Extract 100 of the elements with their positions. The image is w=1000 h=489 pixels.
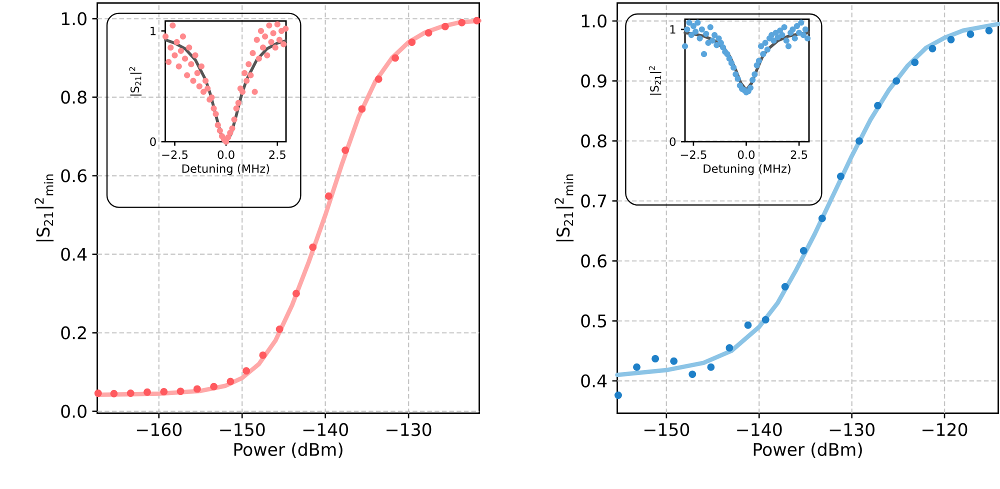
- point: [246, 61, 252, 68]
- point: [762, 316, 770, 324]
- point: [235, 100, 242, 106]
- point: [229, 125, 236, 132]
- point: [682, 43, 688, 50]
- point: [947, 36, 955, 44]
- point: [374, 75, 382, 83]
- x-axis-title: Detuning (MHz): [182, 164, 270, 176]
- point: [874, 102, 882, 110]
- point: [276, 326, 284, 333]
- point: [718, 40, 724, 46]
- point: [194, 70, 200, 76]
- point: [728, 60, 735, 66]
- point: [309, 243, 317, 251]
- point: [196, 83, 202, 90]
- point: [242, 367, 250, 375]
- point: [241, 70, 248, 76]
- point: [692, 28, 699, 35]
- point: [239, 88, 246, 95]
- point: [758, 43, 764, 50]
- point: [700, 51, 708, 58]
- point: [274, 21, 280, 28]
- point: [254, 36, 260, 43]
- point: [198, 63, 205, 70]
- x-tick-label: −2.5: [680, 150, 706, 159]
- point: [724, 51, 730, 58]
- point: [264, 52, 270, 58]
- point: [192, 52, 198, 58]
- point: [441, 22, 449, 30]
- point: [358, 105, 366, 113]
- point: [259, 351, 267, 359]
- point: [110, 390, 118, 398]
- point: [696, 35, 703, 42]
- point: [233, 105, 240, 112]
- line-series: [95, 18, 482, 398]
- x-tick-label: 0.0: [218, 150, 234, 159]
- point: [176, 63, 182, 70]
- point: [690, 22, 697, 30]
- point: [268, 38, 274, 46]
- point: [180, 33, 186, 40]
- y-tick-label: 1.0: [62, 12, 86, 26]
- line-series: [615, 22, 1000, 378]
- y-tick-label: 0.8: [581, 134, 606, 148]
- point: [256, 56, 262, 62]
- point: [614, 392, 622, 400]
- point: [694, 20, 701, 26]
- x-tick-label: −2.5: [162, 150, 188, 159]
- x-tick-label: −160: [136, 423, 182, 436]
- point: [800, 32, 806, 38]
- point: [744, 321, 752, 329]
- point: [210, 382, 218, 390]
- point: [779, 32, 786, 38]
- y-tick-label: 1.0: [582, 14, 606, 28]
- point: [760, 51, 766, 58]
- point: [716, 35, 722, 42]
- point: [250, 50, 256, 56]
- x-tick-label: −150: [220, 423, 265, 436]
- y-tick-label: 0: [150, 137, 156, 146]
- x-tick-label: −130: [830, 423, 874, 436]
- y-axis-title: |S$_{21}$|$^{2}$: [129, 67, 142, 96]
- point: [781, 24, 788, 30]
- y-tick-label: 0.2: [61, 326, 86, 340]
- point: [734, 76, 741, 82]
- point: [270, 30, 276, 36]
- point: [200, 88, 207, 95]
- point: [126, 390, 134, 397]
- point: [408, 38, 416, 46]
- point: [684, 26, 690, 32]
- point: [190, 78, 196, 84]
- point: [280, 41, 287, 48]
- x-tick-label: −150: [644, 423, 690, 436]
- point: [176, 388, 184, 396]
- x-tick-label: −120: [922, 423, 968, 436]
- point: [210, 105, 217, 112]
- y-axis-title: |S$_{21}$|$^{2}$: [648, 66, 662, 95]
- point: [231, 116, 238, 123]
- point: [818, 214, 826, 222]
- x-axis-title: Power (dBm): [234, 442, 342, 458]
- point: [707, 24, 714, 30]
- point: [633, 363, 641, 371]
- y-tick-label: 0.4: [61, 248, 87, 261]
- point: [272, 44, 278, 51]
- y-axis-title: |S$_{21}$|$^{2}$min: [34, 174, 54, 242]
- point: [266, 22, 272, 28]
- point: [770, 38, 777, 44]
- point: [282, 26, 289, 32]
- point: [752, 71, 758, 78]
- point: [804, 35, 811, 42]
- point: [226, 378, 234, 386]
- point: [652, 354, 660, 362]
- point: [698, 26, 705, 32]
- point: [248, 72, 254, 78]
- point: [750, 76, 756, 83]
- point: [292, 290, 300, 298]
- point: [783, 38, 790, 44]
- point: [707, 363, 715, 371]
- y-tick-label: 0.0: [61, 404, 86, 418]
- point: [747, 84, 754, 91]
- point: [216, 128, 223, 134]
- y-tick-label: 1: [150, 26, 156, 36]
